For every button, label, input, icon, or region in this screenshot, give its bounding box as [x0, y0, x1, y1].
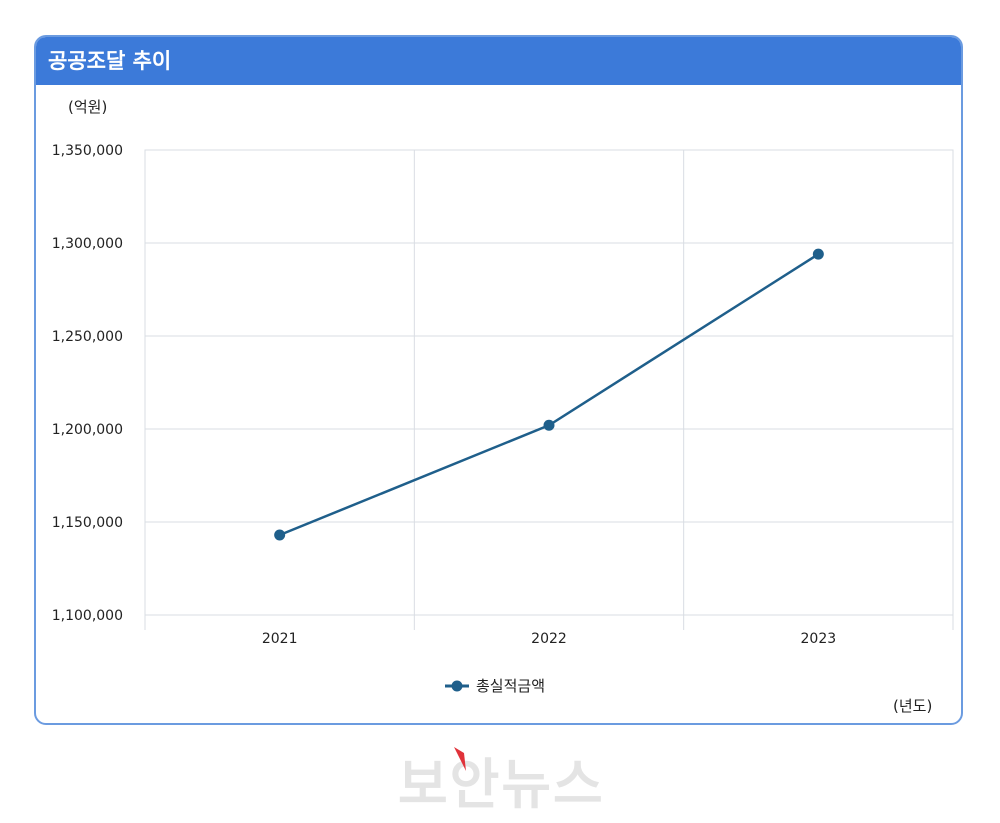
- data-point: [274, 529, 286, 541]
- series-line: [279, 253, 820, 537]
- y-tick-label: 1,300,000: [52, 236, 123, 252]
- y-tick-label: 1,250,000: [52, 329, 123, 345]
- legend-marker-icon: [445, 680, 469, 691]
- y-tick-label: 1,150,000: [52, 515, 123, 531]
- x-tick-label: 2022: [531, 631, 567, 647]
- y-axis-unit-label: (억원): [68, 98, 108, 116]
- x-tick-label: 2023: [801, 631, 837, 647]
- chart-title: 공공조달 추이: [36, 37, 961, 85]
- y-tick-label: 1,350,000: [52, 143, 123, 159]
- watermark-accent-icon: [454, 747, 466, 771]
- y-tick-label: 1,100,000: [52, 608, 123, 624]
- y-tick-label: 1,200,000: [52, 422, 123, 438]
- watermark-logo: 보안뉴스: [398, 753, 605, 816]
- legend-label: 총실적금액: [476, 677, 546, 695]
- x-tick-label: 2021: [262, 631, 298, 647]
- chart-legend: 총실적금액: [444, 675, 545, 696]
- data-point: [812, 248, 824, 260]
- data-point: [543, 419, 555, 431]
- x-axis-unit-label: (년도): [893, 697, 933, 715]
- plot-area-frame: [144, 149, 954, 616]
